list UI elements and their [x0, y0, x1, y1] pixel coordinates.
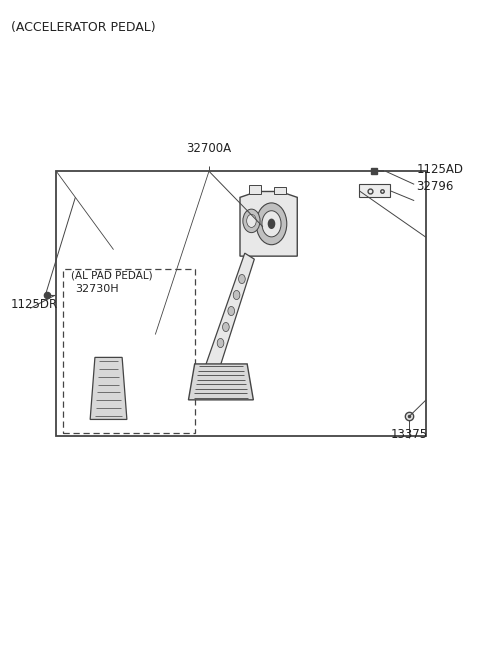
Text: 13375: 13375: [391, 428, 428, 441]
Polygon shape: [205, 253, 254, 375]
Polygon shape: [189, 364, 253, 400]
Text: 1125AD: 1125AD: [417, 163, 464, 176]
Circle shape: [243, 209, 260, 233]
Bar: [63, 269, 195, 432]
Circle shape: [268, 218, 276, 229]
Circle shape: [239, 274, 245, 283]
Circle shape: [256, 203, 287, 245]
Text: 1125DR: 1125DR: [11, 298, 58, 311]
Text: 32700A: 32700A: [186, 142, 231, 155]
Circle shape: [223, 323, 229, 331]
Text: 32730H: 32730H: [75, 283, 119, 294]
Bar: [360, 184, 390, 197]
Bar: [249, 184, 261, 194]
Text: 32796: 32796: [417, 180, 454, 194]
Circle shape: [228, 306, 235, 316]
Circle shape: [247, 215, 256, 228]
Polygon shape: [90, 358, 127, 419]
Bar: [56, 171, 426, 436]
Circle shape: [217, 338, 224, 348]
Circle shape: [233, 291, 240, 300]
Circle shape: [262, 211, 281, 237]
Polygon shape: [240, 192, 297, 256]
Text: (AL PAD PEDAL): (AL PAD PEDAL): [71, 270, 152, 280]
Text: (ACCELERATOR PEDAL): (ACCELERATOR PEDAL): [11, 21, 156, 34]
Bar: [275, 186, 286, 194]
